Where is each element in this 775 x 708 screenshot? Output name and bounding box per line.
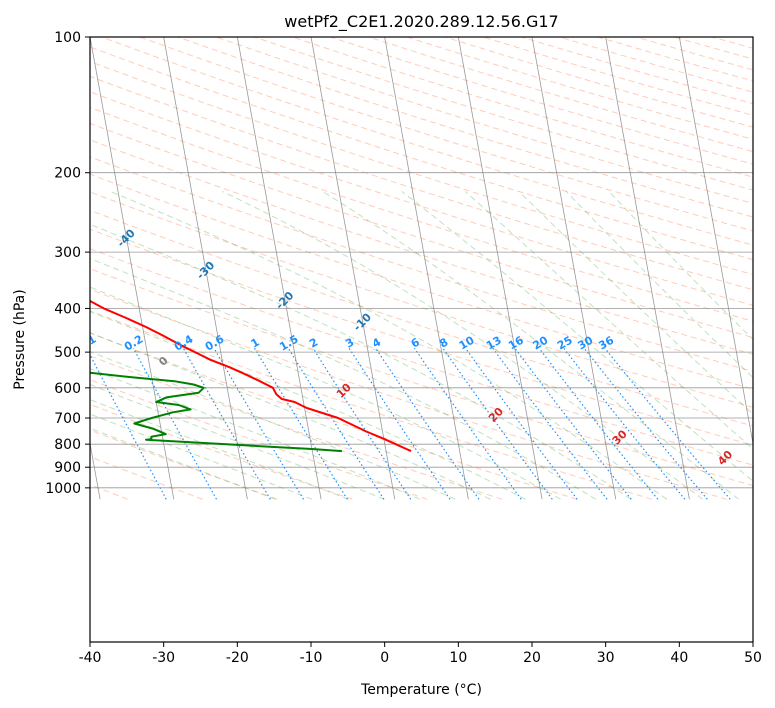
isotherm-line bbox=[457, 37, 543, 500]
dry-adiabat-line bbox=[90, 209, 753, 427]
y-axis-label: Pressure (hPa) bbox=[12, 289, 28, 389]
dry-adiabat-line bbox=[90, 106, 753, 322]
dry-adiabat-line bbox=[90, 268, 753, 487]
x-tick-label: 0 bbox=[380, 650, 389, 666]
moist-adiabat-line bbox=[322, 190, 739, 500]
mixing-ratio-line bbox=[538, 347, 659, 500]
x-axis-label: Temperature (°C) bbox=[360, 682, 482, 698]
x-tick-label: 50 bbox=[744, 650, 762, 666]
chart-title: wetPf2_C2E1.2020.289.12.56.G17 bbox=[284, 12, 558, 32]
mixing-ratio-line bbox=[442, 347, 553, 500]
moist-adiabats bbox=[90, 190, 753, 500]
dry-adiabat-line bbox=[90, 46, 753, 261]
isotherm-line bbox=[163, 37, 248, 500]
y-tick-label: 800 bbox=[54, 437, 81, 453]
dry-adiabat-line bbox=[90, 332, 578, 500]
y-tick-label: 1000 bbox=[45, 481, 81, 497]
plot-frame bbox=[89, 36, 754, 643]
dry-adiabat-line bbox=[90, 173, 753, 390]
dry-adiabat-line bbox=[90, 75, 753, 291]
mixing-ratio-label: 0.1 bbox=[75, 333, 98, 354]
y-tick-label: 500 bbox=[54, 345, 81, 361]
y-tick-label: 900 bbox=[54, 460, 81, 476]
mixing-ratio-line bbox=[348, 347, 451, 500]
isotherm-line bbox=[310, 37, 396, 500]
moist-adiabat-line bbox=[90, 257, 597, 500]
mixing-ratio-line bbox=[213, 347, 305, 500]
temperature-profile-line bbox=[90, 299, 412, 453]
y-tick-label: 400 bbox=[54, 301, 81, 317]
isotherm-line bbox=[531, 37, 617, 500]
isotherm-line bbox=[605, 37, 690, 500]
mixing-ratio-line bbox=[90, 353, 167, 500]
isotherm-grid bbox=[90, 37, 753, 500]
moist-adiabat-line bbox=[90, 368, 421, 500]
x-tick-label: -40 bbox=[79, 650, 102, 666]
dry-adiabat-line bbox=[90, 191, 753, 408]
y-tick-label: 100 bbox=[54, 30, 81, 46]
dry-adiabat-line bbox=[138, 37, 753, 232]
mixing-ratio-line bbox=[182, 347, 271, 500]
dry-adiabat-line bbox=[90, 156, 753, 373]
mixing-ratio-line bbox=[132, 347, 218, 500]
moist-adiabat-line bbox=[90, 286, 561, 500]
y-tick-label: 700 bbox=[54, 411, 81, 427]
moist-adiabat-line bbox=[110, 190, 668, 500]
isotherm-line bbox=[236, 37, 322, 500]
mixing-ratio-line bbox=[583, 347, 708, 500]
x-tick-label: 10 bbox=[449, 650, 467, 666]
moist-adiabat-line bbox=[90, 311, 526, 500]
y-axis-ticks: 100 200 300 400 500 600 700 800 900 1000 bbox=[45, 30, 90, 497]
mixing-ratio-line bbox=[312, 347, 412, 500]
isotherm-line bbox=[384, 37, 469, 500]
moist-adiabat-line bbox=[90, 223, 632, 500]
y-tick-label: 600 bbox=[54, 381, 81, 397]
y-tick-label: 300 bbox=[54, 245, 81, 261]
mixing-ratio-line bbox=[492, 347, 608, 500]
isotherm-line bbox=[90, 37, 175, 500]
x-tick-label: 20 bbox=[523, 650, 541, 666]
x-tick-label: -30 bbox=[152, 650, 175, 666]
profile-series bbox=[90, 299, 412, 453]
dry-adiabat-line bbox=[90, 122, 753, 339]
y-tick-label: 200 bbox=[54, 166, 81, 182]
x-tick-label: 40 bbox=[670, 650, 688, 666]
moist-adiabat-line bbox=[401, 191, 753, 482]
x-tick-label: 30 bbox=[597, 650, 615, 666]
moist-adiabat-line bbox=[464, 191, 753, 450]
plot-area: -100-90-80-70-60-50-40-30-20-100.10.20.4… bbox=[75, 37, 753, 500]
moist-adiabat-line bbox=[608, 191, 753, 341]
mixing-ratio-line bbox=[254, 347, 348, 500]
isotherm-line bbox=[678, 37, 753, 446]
x-axis-ticks: -40 -30 -20 -10 0 10 20 30 40 50 bbox=[79, 642, 762, 666]
moist-adiabat-line bbox=[90, 332, 491, 500]
x-tick-label: -10 bbox=[300, 650, 323, 666]
moist-adiabat-line bbox=[518, 191, 753, 415]
mixing-ratio-line bbox=[287, 347, 385, 500]
x-tick-label: -20 bbox=[226, 650, 249, 666]
moist-adiabat-line bbox=[90, 398, 349, 500]
mixing-ratio-line bbox=[375, 347, 480, 500]
dewpoint-profile-line bbox=[90, 371, 342, 453]
moist-adiabat-line bbox=[90, 383, 385, 500]
